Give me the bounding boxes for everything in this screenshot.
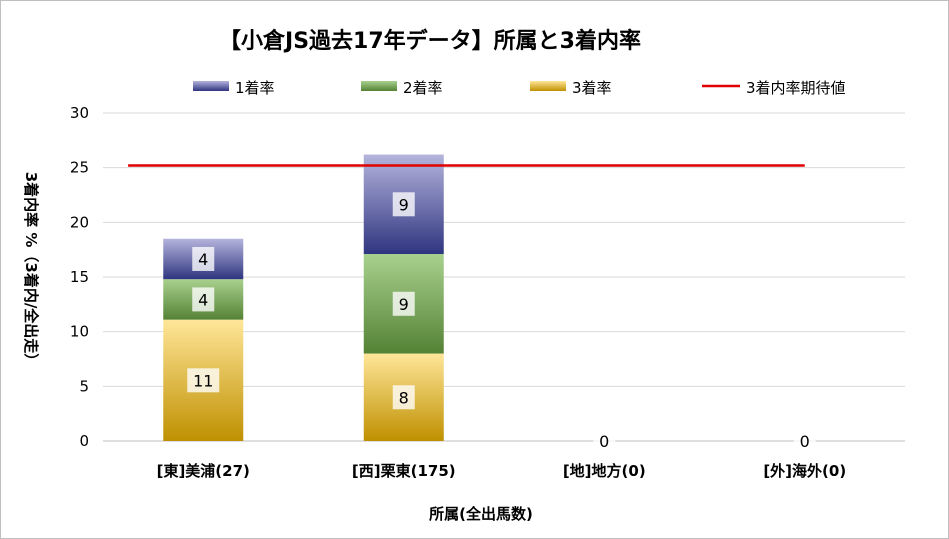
data-label-box <box>593 429 616 453</box>
legend: 1着率 2着率 3着率 3着内率期待値 <box>193 79 846 97</box>
data-label: 8 <box>399 388 409 407</box>
data-label: 4 <box>198 290 208 309</box>
legend-label: 3着率 <box>572 79 612 97</box>
x-tick-label: [東]美浦(27) <box>157 462 250 480</box>
x-axis-title: 所属(全出馬数) <box>429 505 533 523</box>
data-label: 9 <box>399 195 409 214</box>
data-label: 11 <box>193 371 213 390</box>
data-label: 0 <box>800 432 810 451</box>
x-tick-label: [地]地方(0) <box>563 462 646 480</box>
data-labels: 11 4 4 8 9 9 0 0 <box>187 192 816 453</box>
data-label: 9 <box>399 295 409 314</box>
legend-label: 3着内率期待値 <box>746 79 846 97</box>
y-tick-label: 25 <box>70 159 89 177</box>
y-tick-label: 30 <box>70 104 89 122</box>
legend-label: 1着率 <box>235 79 275 97</box>
y-axis-title: 3着内率 %（3着内/全出走） <box>22 172 40 369</box>
data-label-box <box>192 287 215 312</box>
legend-swatch <box>361 81 397 91</box>
y-tick-label: 10 <box>70 323 89 341</box>
data-label-box <box>392 385 415 410</box>
legend-label: 2着率 <box>403 79 443 97</box>
y-tick-label: 5 <box>79 377 89 395</box>
legend-swatch <box>530 81 566 91</box>
data-label: 4 <box>198 250 208 269</box>
x-tick-label: [外]海外(0) <box>763 462 846 480</box>
data-label-box <box>793 429 816 453</box>
x-axis-ticks: [東]美浦(27) [西]栗東(175) [地]地方(0) [外]海外(0) <box>157 462 847 480</box>
data-label-box <box>187 368 220 393</box>
data-label-box <box>392 291 415 316</box>
y-tick-label: 20 <box>70 213 89 231</box>
y-axis-ticks: 0 5 10 15 20 25 30 <box>70 104 89 450</box>
y-tick-label: 15 <box>70 268 89 286</box>
data-label-box <box>192 246 215 271</box>
data-label: 0 <box>599 432 609 451</box>
legend-swatch <box>193 81 229 91</box>
y-tick-label: 0 <box>79 432 89 450</box>
data-label-box <box>392 192 415 217</box>
x-tick-label: [西]栗東(175) <box>352 462 456 480</box>
chart-title: 【小倉JS過去17年データ】所属と3着内率 <box>219 28 641 54</box>
